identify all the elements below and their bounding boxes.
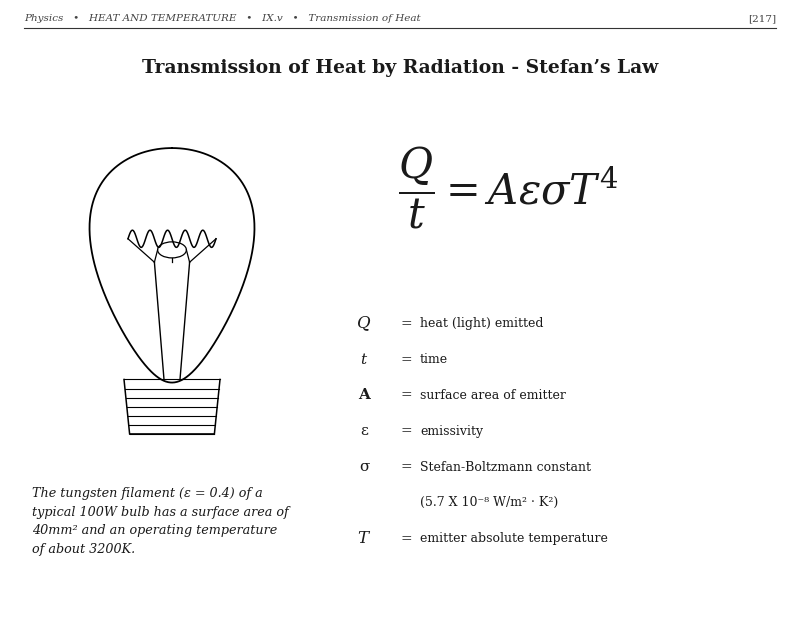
Text: surface area of emitter: surface area of emitter (420, 389, 566, 402)
Text: ε: ε (360, 424, 368, 438)
Text: (5.7 X 10⁻⁸ W/m² · K²): (5.7 X 10⁻⁸ W/m² · K²) (420, 496, 558, 510)
Text: =: = (401, 424, 412, 438)
Text: σ: σ (359, 460, 369, 474)
Text: =: = (401, 532, 412, 545)
Text: =: = (401, 353, 412, 366)
Text: A: A (358, 389, 370, 402)
Text: emissivity: emissivity (420, 424, 483, 438)
Text: =: = (401, 389, 412, 402)
Text: Physics   •   HEAT AND TEMPERATURE   •   IX.v   •   Transmission of Heat: Physics • HEAT AND TEMPERATURE • IX.v • … (24, 14, 421, 23)
Text: [217]: [217] (748, 14, 776, 23)
Text: =: = (401, 317, 412, 331)
Text: Stefan-Boltzmann constant: Stefan-Boltzmann constant (420, 460, 591, 474)
Text: $\mathit{T}$: $\mathit{T}$ (357, 530, 371, 547)
Text: The tungsten filament (ε = 0.4) of a
typical 100W bulb has a surface area of
40m: The tungsten filament (ε = 0.4) of a typ… (32, 487, 289, 556)
Text: $\dfrac{Q}{t} = A\varepsilon\sigma T^{4}$: $\dfrac{Q}{t} = A\varepsilon\sigma T^{4}… (398, 145, 618, 231)
Text: Transmission of Heat by Radiation - Stefan’s Law: Transmission of Heat by Radiation - Stef… (142, 59, 658, 77)
Text: time: time (420, 353, 448, 366)
Text: emitter absolute temperature: emitter absolute temperature (420, 532, 608, 545)
Text: =: = (401, 460, 412, 474)
Text: heat (light) emitted: heat (light) emitted (420, 317, 543, 331)
Text: $\mathit{t}$: $\mathit{t}$ (360, 352, 368, 367)
Text: $\mathit{Q}$: $\mathit{Q}$ (357, 315, 371, 333)
